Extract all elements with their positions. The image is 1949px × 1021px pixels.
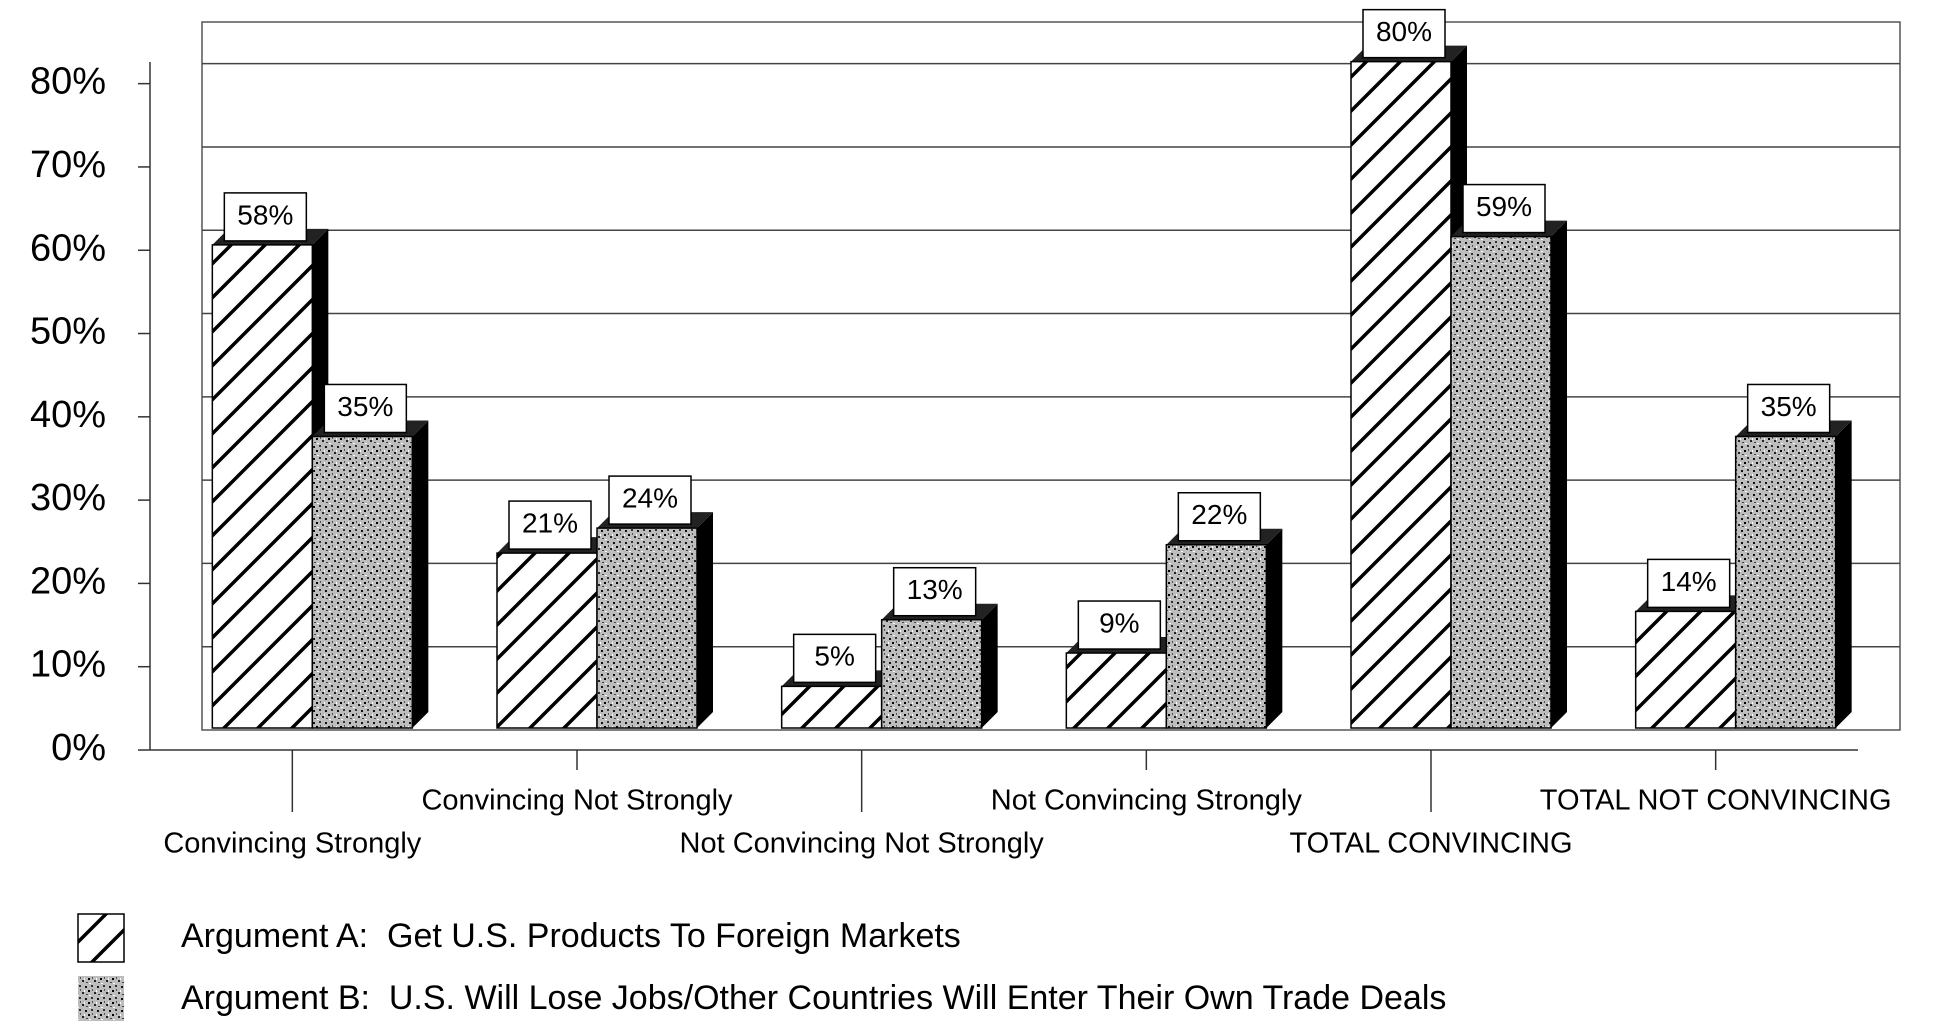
bar-side	[981, 603, 998, 728]
legend-label: Argument A: Get U.S. Products To Foreign…	[181, 917, 961, 955]
y-tick-label: 80%	[30, 61, 106, 103]
value-label-box	[1077, 600, 1162, 650]
bar	[596, 527, 698, 729]
bar	[880, 618, 983, 729]
plot-wall	[201, 21, 1901, 731]
y-tick-label: 20%	[30, 560, 106, 602]
bar	[1350, 60, 1452, 729]
bar-side	[412, 420, 429, 728]
bar	[1065, 652, 1168, 729]
y-tick-label: 60%	[30, 227, 106, 269]
x-tick-label: Not Convincing Strongly	[991, 785, 1303, 817]
legend-label: Argument B: U.S. Will Lose Jobs/Other Co…	[181, 979, 1446, 1017]
value-label-box	[223, 192, 308, 242]
value-label: 22%	[1191, 499, 1247, 530]
bar	[780, 685, 883, 729]
x-tick-label: Not Convincing Not Strongly	[680, 828, 1045, 860]
value-label-box	[323, 383, 408, 434]
value-label-box	[792, 633, 877, 684]
y-tick-label: 40%	[30, 394, 106, 436]
y-tick-label: 70%	[30, 144, 106, 186]
value-label: 35%	[337, 391, 393, 422]
value-label: 21%	[522, 507, 578, 538]
x-tick-label: TOTAL NOT CONVINCING	[1540, 785, 1892, 817]
bar	[1165, 544, 1268, 729]
x-tick-label: TOTAL CONVINCING	[1289, 828, 1572, 860]
value-label-box	[608, 475, 692, 525]
value-label: 24%	[622, 482, 678, 513]
value-label-box	[1462, 183, 1546, 234]
y-tick-label: 30%	[30, 477, 106, 519]
x-tick-label: Convincing Strongly	[163, 828, 421, 860]
bar	[211, 244, 314, 729]
y-tick-label: 50%	[30, 311, 106, 353]
value-label: 9%	[1099, 607, 1139, 638]
value-label: 58%	[237, 199, 293, 230]
legend-swatch	[77, 913, 125, 963]
x-tick-label: Convincing Not Strongly	[421, 785, 733, 817]
bar	[311, 435, 414, 729]
bar	[1450, 235, 1552, 729]
bar-side	[1551, 220, 1567, 729]
bar	[496, 552, 598, 729]
bar-side	[697, 512, 713, 728]
value-label: 80%	[1376, 16, 1432, 47]
y-tick-label: 0%	[51, 727, 106, 769]
legend-swatch	[78, 976, 124, 1021]
y-tick-label: 10%	[30, 644, 106, 686]
value-label-box	[1362, 8, 1446, 59]
value-label: 59%	[1476, 191, 1532, 222]
value-label-box	[1177, 492, 1262, 542]
value-label-box	[1646, 558, 1731, 609]
bar	[1734, 435, 1837, 729]
value-label-box	[1746, 383, 1831, 434]
value-label: 35%	[1761, 391, 1817, 422]
value-label: 14%	[1661, 566, 1717, 597]
bar-side	[1266, 528, 1283, 728]
value-label: 13%	[907, 574, 963, 605]
value-label: 5%	[814, 641, 854, 672]
bar-side	[1835, 420, 1852, 728]
bar	[1634, 610, 1737, 729]
value-label-box	[892, 566, 977, 617]
value-label-box	[508, 500, 592, 550]
